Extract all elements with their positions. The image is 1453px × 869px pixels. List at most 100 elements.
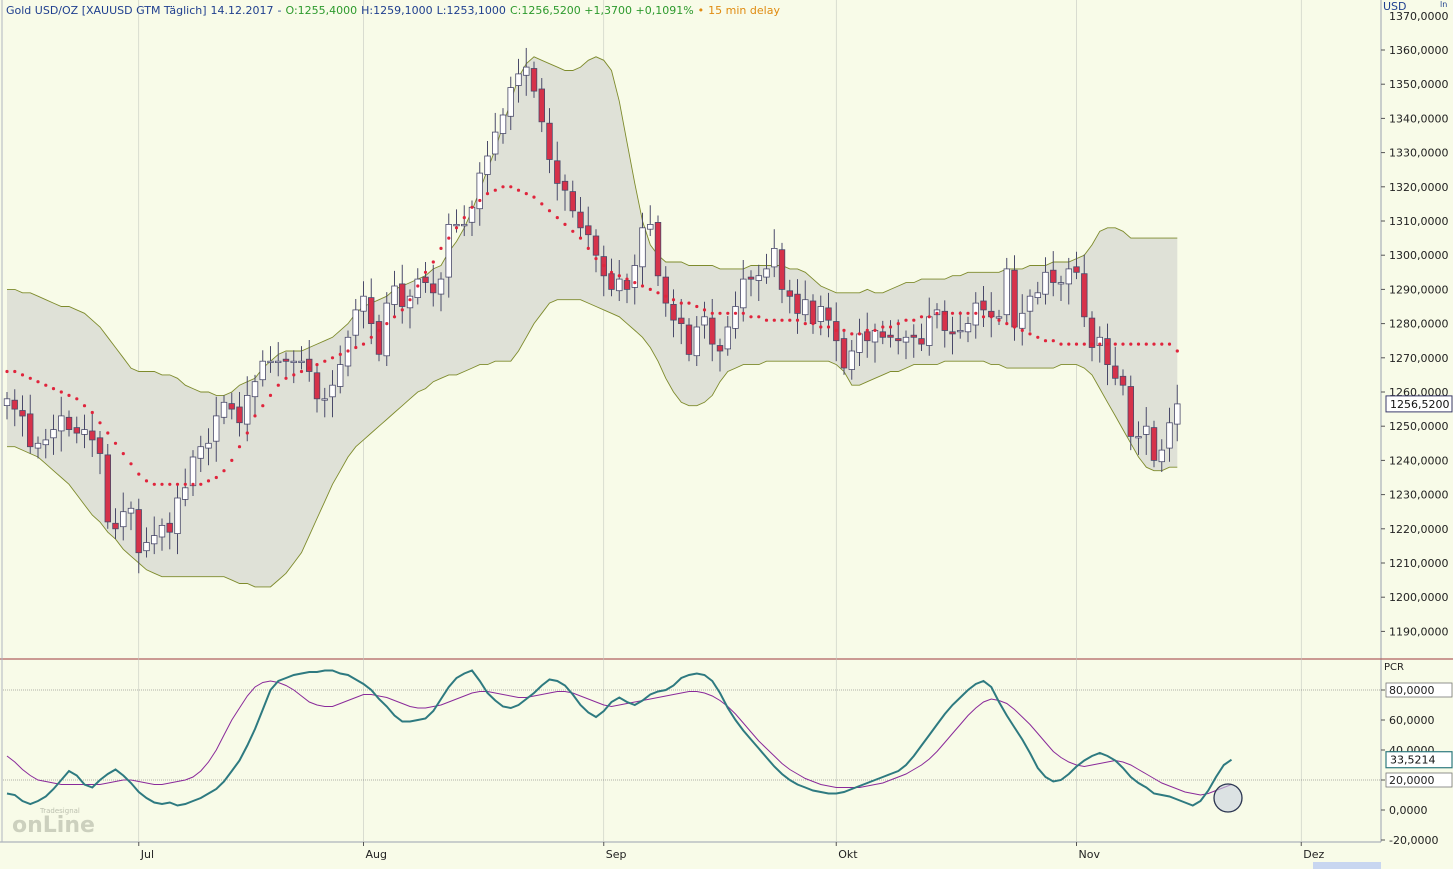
sma-dot (664, 294, 668, 298)
candle (282, 352, 290, 379)
candle (538, 78, 545, 133)
sma-dot (819, 325, 823, 329)
candle (174, 482, 181, 555)
sma-dot (206, 479, 211, 483)
candle (530, 61, 538, 98)
sma-dot (1175, 349, 1179, 353)
sma-dot (199, 482, 203, 486)
price-tick-label: 1250,0000 (1389, 420, 1449, 433)
sma-dot (795, 318, 800, 322)
candle (1119, 369, 1127, 396)
candle (1065, 257, 1072, 305)
candle (305, 340, 313, 382)
sma-dot (1144, 342, 1148, 346)
sma-dot (1160, 342, 1164, 346)
candle (26, 394, 34, 454)
pcr-last-box (1385, 751, 1453, 769)
candle (321, 387, 328, 418)
candle (499, 108, 507, 144)
time-axis[interactable]: Jul Aug Sep Okt Nov Dez (138, 842, 1325, 861)
pcr-tick-label: 80,0000 (1389, 684, 1435, 697)
sma-dot (152, 482, 156, 486)
sma-dot (423, 270, 428, 274)
candle (786, 279, 793, 314)
sma-dot (633, 281, 637, 285)
sma-dot (1121, 342, 1125, 346)
candle (398, 264, 406, 324)
sma-dot (516, 188, 521, 192)
sma-dot (447, 236, 451, 240)
candle (360, 281, 367, 329)
candle (158, 518, 166, 551)
candle (709, 298, 716, 362)
sma-dot (702, 308, 707, 312)
candle (375, 314, 383, 362)
candle (507, 76, 514, 131)
candle (1135, 421, 1142, 455)
sma-dot (485, 192, 490, 196)
sma-dot (137, 472, 141, 476)
sma-dot (1129, 342, 1133, 346)
candle (236, 392, 243, 437)
sma-dot (679, 301, 683, 305)
candle (1174, 384, 1181, 442)
sma-dot (788, 318, 792, 322)
sma-dot (493, 188, 497, 192)
candle (747, 270, 755, 297)
sma-dot (416, 284, 420, 288)
candle (251, 374, 259, 418)
candle (887, 320, 894, 348)
sma-dot (687, 301, 691, 305)
candle (313, 366, 321, 413)
price-axis[interactable]: 1360,0000 1350,0000 1340,0000 1330,0000 1320… (1381, 10, 1453, 639)
candle (181, 468, 189, 507)
sma-dot (276, 383, 280, 387)
scrollbar-thumb[interactable] (1313, 862, 1381, 869)
sma-dot (307, 366, 311, 370)
candle (569, 180, 576, 218)
sma-dot (749, 315, 753, 319)
candle (367, 278, 375, 345)
sma-dot (834, 328, 838, 332)
candle (42, 428, 49, 459)
sma-dot (757, 315, 761, 319)
sma-dot (431, 260, 435, 264)
candle (701, 301, 708, 339)
sma-dot (338, 352, 342, 356)
sma-dot (1098, 342, 1102, 346)
candle (825, 292, 832, 338)
sma-dot (594, 257, 598, 261)
sma-dot (981, 315, 986, 319)
sma-dot (323, 359, 327, 363)
candle (546, 108, 553, 174)
bollinger-upper-line (7, 56, 1178, 396)
candle (902, 330, 910, 360)
sma-dot (377, 328, 381, 332)
candle (19, 395, 26, 437)
pcr-panel: PCR80,000060,000040,000020,00000,0000-20… (3, 662, 1453, 847)
candle (383, 292, 390, 367)
sma-dot (950, 311, 955, 315)
sma-dot (671, 298, 676, 302)
sma-dot (966, 311, 970, 315)
candle (197, 435, 204, 473)
candle (406, 289, 414, 329)
sma-dot (571, 229, 575, 233)
time-tick-label: Jul (140, 848, 154, 861)
sma-dot (803, 322, 807, 326)
candle (654, 215, 662, 286)
candle (3, 392, 11, 420)
signal-line (6, 680, 1232, 796)
sma-dot (230, 458, 234, 462)
header-high: H:1259,1000 (361, 4, 433, 17)
sma-dot (106, 431, 110, 435)
sma-dot (935, 311, 939, 315)
sma-dot (160, 482, 164, 486)
sma-dot (439, 246, 443, 250)
sma-dot (1113, 342, 1117, 346)
price-tick-label-top: 1370,0000 (1389, 10, 1449, 23)
candle (429, 264, 437, 307)
candle (491, 112, 499, 161)
candle (267, 346, 274, 373)
